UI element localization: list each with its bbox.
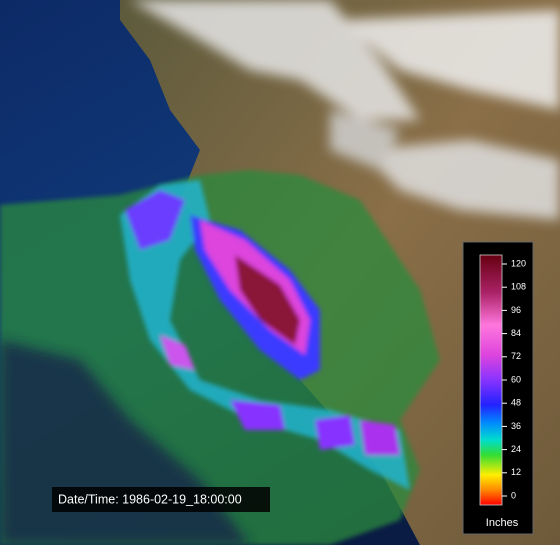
colorbar-gradient: [479, 254, 503, 506]
colorbar-tick-label: 36: [511, 421, 521, 431]
colorbar-tick-label: 24: [511, 444, 521, 454]
colorbar-tick-label: 84: [511, 328, 521, 338]
colorbar-tick-label: 96: [511, 305, 521, 315]
colorbar-tick-label: 12: [511, 467, 521, 477]
timestamp-box: Date/Time: 1986-02-19_18:00:00: [52, 487, 270, 512]
colorbar: Inches 0 12 24 36 48 60 72 84 96 108 120: [462, 241, 534, 535]
colorbar-tick-label: 60: [511, 374, 521, 384]
colorbar-tick-label: 0: [511, 490, 516, 500]
colorbar-tick-label: 72: [511, 351, 521, 361]
timestamp: Date/Time: 1986-02-19_18:00:00: [58, 492, 242, 506]
colorbar-tick-label: 108: [511, 282, 526, 292]
colorbar-tick-label: 48: [511, 398, 521, 408]
colorbar-label: Inches: [486, 517, 519, 529]
colorbar-tick-label: 120: [511, 258, 526, 268]
